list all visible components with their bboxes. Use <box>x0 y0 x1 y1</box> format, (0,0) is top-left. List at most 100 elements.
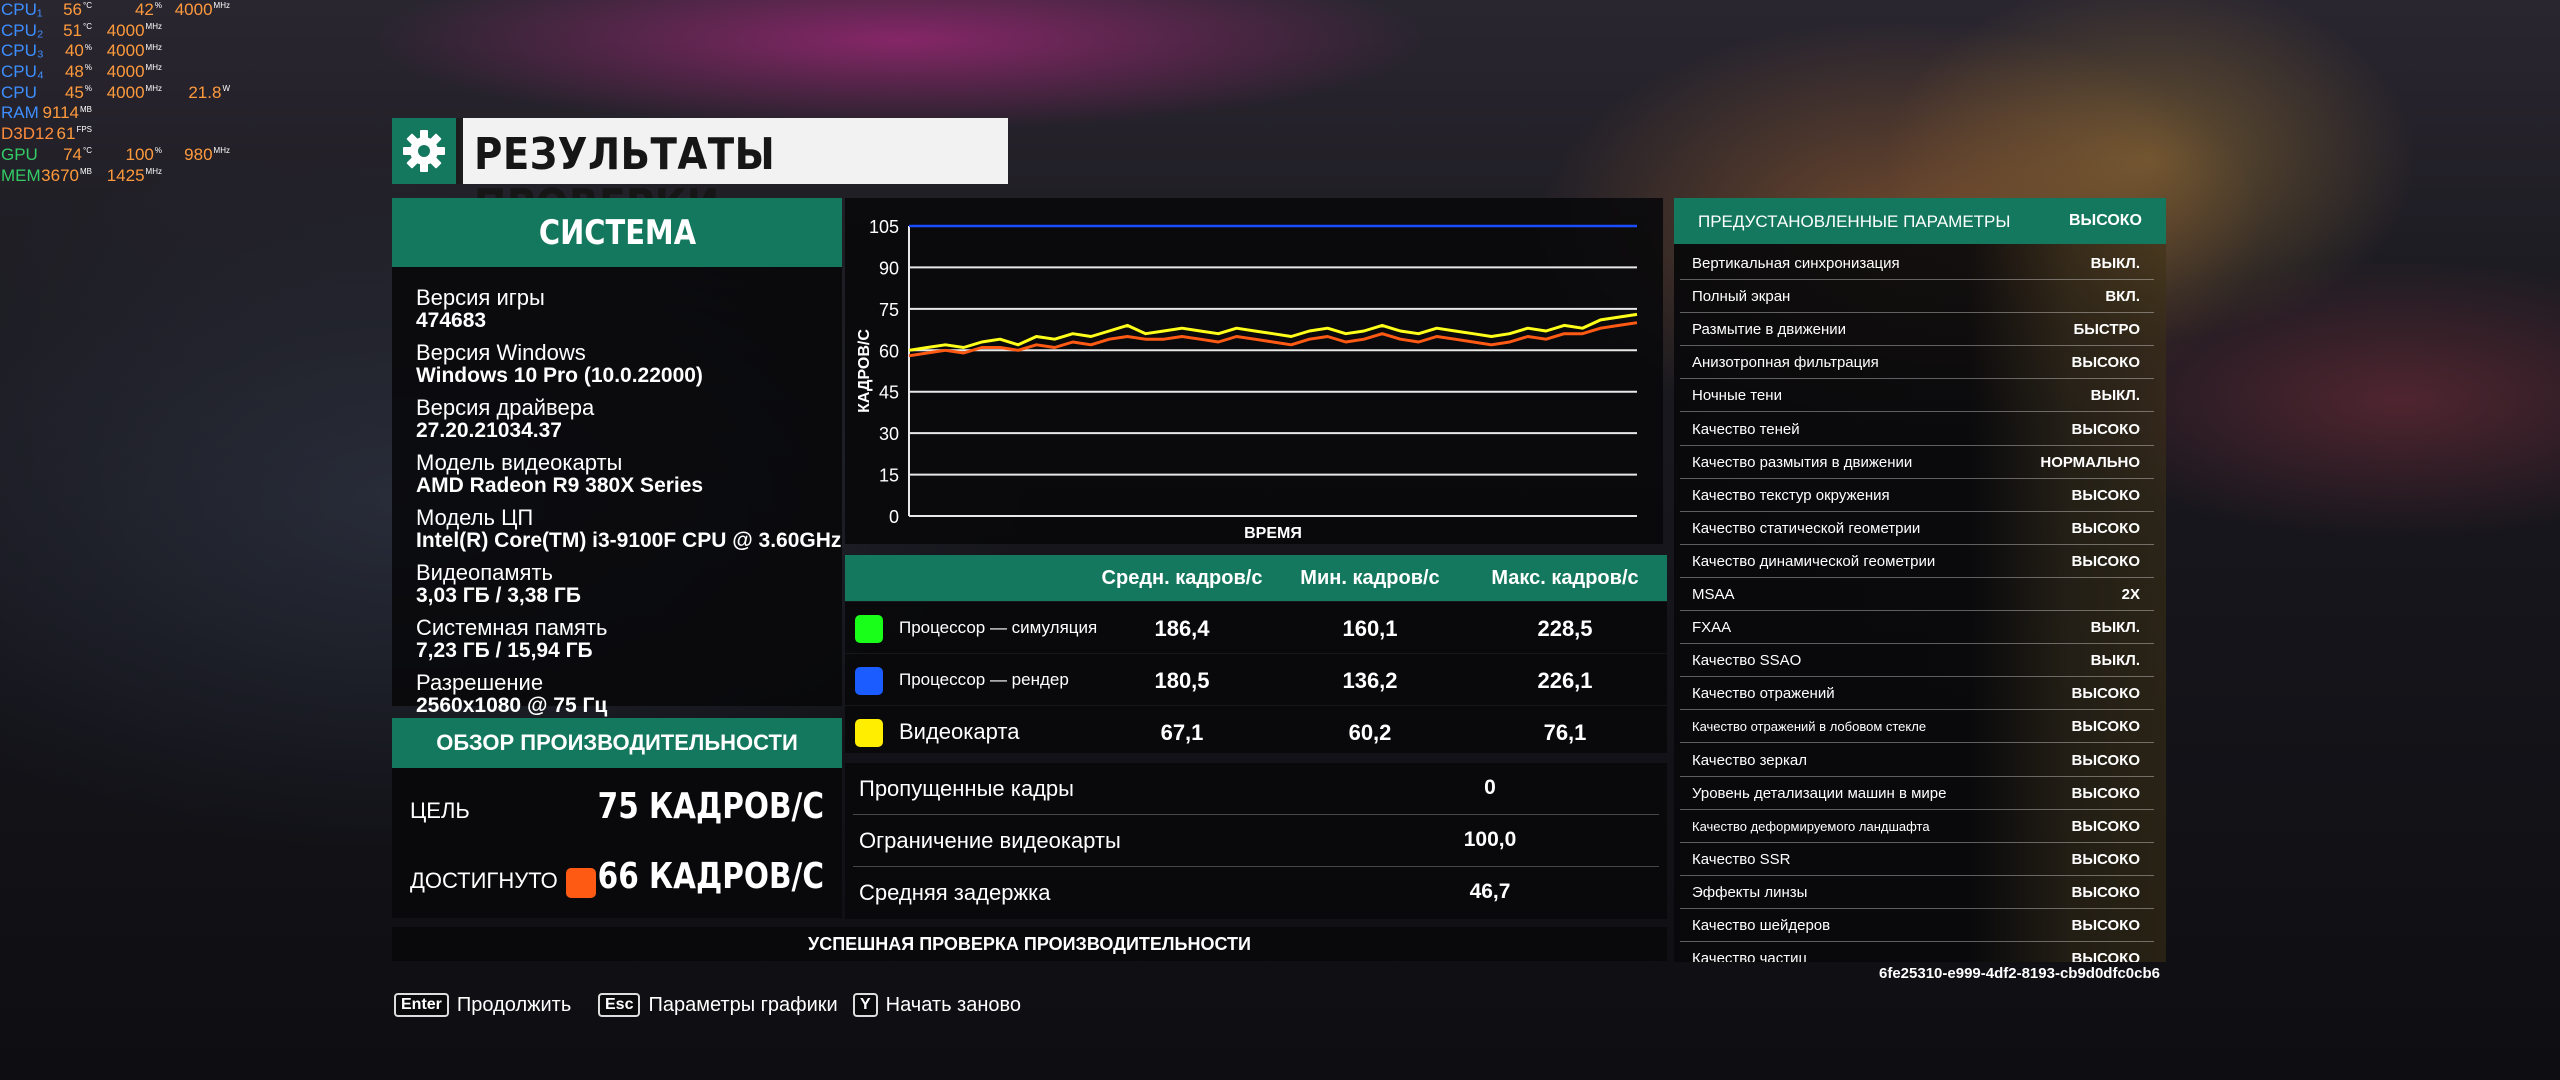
settings-row: Анизотропная фильтрация ВЫСОКО <box>1680 345 2154 380</box>
setting-value: ВЫСОКО <box>2071 883 2140 901</box>
osd-label: CPU <box>1 82 37 102</box>
setting-name: Качество размытия в движении <box>1692 453 1913 471</box>
preset-header: ПРЕДУСТАНОВЛЕННЫЕ ПАРАМЕТРЫ ВЫСОКО <box>1674 198 2166 244</box>
system-info-label: Версия Windows <box>416 340 586 365</box>
series-color-swatch <box>855 719 883 747</box>
achieved-row: ДОСТИГНУТО 66 КАДРОВ/С <box>392 846 842 916</box>
system-info-item: Системная память 7,23 ГБ / 15,94 ГБ <box>416 616 841 662</box>
fps-row-name: Видеокарта <box>899 719 1020 744</box>
setting-name: Качество отражений в лобовом стекле <box>1692 719 1927 735</box>
osd-value-number: 4000 <box>106 62 145 82</box>
osd-unit: % <box>154 1 162 11</box>
y-tick-label: 0 <box>889 507 899 527</box>
settings-row: Качество SSAO ВЫКЛ. <box>1680 643 2154 678</box>
y-tick-label: 105 <box>869 217 899 237</box>
performance-overview-panel: ОБЗОР ПРОИЗВОДИТЕЛЬНОСТИ ЦЕЛЬ 75 КАДРОВ/… <box>392 718 842 918</box>
y-tick-label: 15 <box>879 466 899 486</box>
osd-unit: MHz <box>145 166 162 176</box>
osd-row: CPU₃ 40% 4000MHz <box>0 41 330 62</box>
osd-unit: MB <box>80 166 92 176</box>
system-info-value: 27.20.21034.37 <box>416 419 562 442</box>
setting-value: БЫСТРО <box>2073 321 2140 339</box>
setting-name: Качество теней <box>1692 420 1800 438</box>
gear-icon <box>392 118 456 184</box>
stat-divider <box>853 866 1659 867</box>
achieved-label: ДОСТИГНУТО <box>410 868 558 893</box>
setting-value: ВЫКЛ. <box>2090 619 2140 637</box>
osd-row: CPU 45% 4000MHz 21.8W <box>0 83 330 104</box>
setting-value: ВЫСОКО <box>2071 354 2140 372</box>
osd-value-number: 61 <box>56 124 76 144</box>
osd-value-number: 51 <box>63 20 83 40</box>
setting-value: ВЫСОКО <box>2071 751 2140 769</box>
fps-min-value: 160,1 <box>1342 616 1398 641</box>
setting-name: Качество динамической геометрии <box>1692 552 1936 570</box>
y-key-icon: Y <box>853 993 878 1017</box>
stat-value: 100,0 <box>1463 828 1517 851</box>
osd-label: CPU₁ <box>1 0 43 19</box>
restart-button[interactable]: Y Начать заново <box>853 989 1021 1021</box>
osd-value-number: 40 <box>64 41 84 61</box>
settings-row: Качество частиц ВЫСОКО <box>1680 941 2154 962</box>
series-line-yellow <box>908 312 1638 352</box>
setting-value: ВЫКЛ. <box>2090 652 2140 670</box>
system-info-label: Модель ЦП <box>416 505 534 530</box>
graphics-settings-button[interactable]: Esc Параметры графики <box>598 989 838 1021</box>
setting-name: Уровень детализации машин в мире <box>1692 784 1947 802</box>
setting-name: Качество SSR <box>1692 850 1791 868</box>
y-tick-label: 90 <box>879 258 899 278</box>
hardware-monitor-overlay: CPU₁ 56°C 42% 4000MHz CPU₂ 51°C 4000MHz CPU₃ 40%… <box>0 0 330 186</box>
continue-button[interactable]: Enter Продолжить <box>394 989 571 1021</box>
setting-name: Качество текстур окружения <box>1692 486 1890 504</box>
fps-max-value: 228,5 <box>1537 616 1593 641</box>
fps-table-header: Средн. кадров/с Мин. кадров/с Макс. кадр… <box>845 555 1667 601</box>
fps-max-value: 76,1 <box>1543 720 1587 745</box>
osd-value-number: 100 <box>125 144 154 164</box>
osd-label: GPU <box>1 144 38 164</box>
system-title: СИСТЕМА <box>392 198 842 267</box>
fps-table-row: Процессор — симуляция 186,4 160,1 228,5 <box>845 601 1667 654</box>
setting-name: Качество частиц <box>1692 950 1808 962</box>
osd-value-number: 56 <box>63 0 83 19</box>
setting-name: Эффекты линзы <box>1692 883 1808 901</box>
osd-unit: % <box>84 42 92 52</box>
osd-row: CPU₄ 48% 4000MHz <box>0 62 330 83</box>
x-axis-label: ВРЕМЯ <box>1244 525 1302 542</box>
osd-label: D3D12 <box>1 124 54 144</box>
graphics-settings-label: Параметры графики <box>648 993 838 1016</box>
system-info-label: Модель видеокарты <box>416 450 623 475</box>
system-info-list: Версия игры 474683 Версия Windows Windows 1… <box>416 286 841 726</box>
system-info-item: Модель видеокарты AMD Radeon R9 380X Seri… <box>416 451 841 497</box>
settings-row: Качество статической геометрии ВЫСОКО <box>1680 511 2154 545</box>
setting-value: НОРМАЛЬНО <box>2040 453 2140 471</box>
system-info-item: Разрешение 2560x1080 @ 75 Гц <box>416 671 841 717</box>
overview-title: ОБЗОР ПРОИЗВОДИТЕЛЬНОСТИ <box>392 718 842 768</box>
col-max-fps: Макс. кадров/с <box>1491 567 1639 589</box>
setting-name: Полный экран <box>1692 288 1791 306</box>
graphics-settings-panel: ПРЕДУСТАНОВЛЕННЫЕ ПАРАМЕТРЫ ВЫСОКО Верти… <box>1674 198 2166 962</box>
enter-key-icon: Enter <box>394 993 449 1017</box>
system-info-label: Версия игры <box>416 285 545 310</box>
osd-label: MEM <box>1 165 41 185</box>
osd-unit: W <box>222 84 230 94</box>
osd-row: CPU₂ 51°C 4000MHz <box>0 21 330 42</box>
system-info-label: Системная память <box>416 615 608 640</box>
osd-unit: % <box>154 146 162 156</box>
setting-value: 2X <box>2121 586 2140 603</box>
setting-name: Качество шейдеров <box>1692 917 1831 934</box>
osd-unit: % <box>84 63 92 73</box>
osd-value-number: 48 <box>64 62 84 82</box>
system-panel: СИСТЕМА Версия игры 474683 Версия Windows W… <box>392 198 842 717</box>
fps-avg-value: 180,5 <box>1154 668 1210 693</box>
stat-value: 0 <box>1484 776 1496 799</box>
osd-label: CPU₄ <box>1 62 44 82</box>
y-tick-label: 45 <box>879 383 899 403</box>
osd-unit: MB <box>80 104 92 114</box>
settings-row: Полный экран ВКЛ. <box>1680 279 2154 314</box>
success-banner: УСПЕШНАЯ ПРОВЕРКА ПРОИЗВОДИТЕЛЬНОСТИ <box>392 927 1667 961</box>
stat-value: 46,7 <box>1469 880 1511 903</box>
setting-name: MSAA <box>1692 586 1735 603</box>
fps-table: Средн. кадров/с Мин. кадров/с Макс. кадр… <box>845 555 1667 753</box>
achieved-value: 66 КАДРОВ/С <box>597 856 824 897</box>
setting-name: Размытие в движении <box>1692 321 1847 339</box>
